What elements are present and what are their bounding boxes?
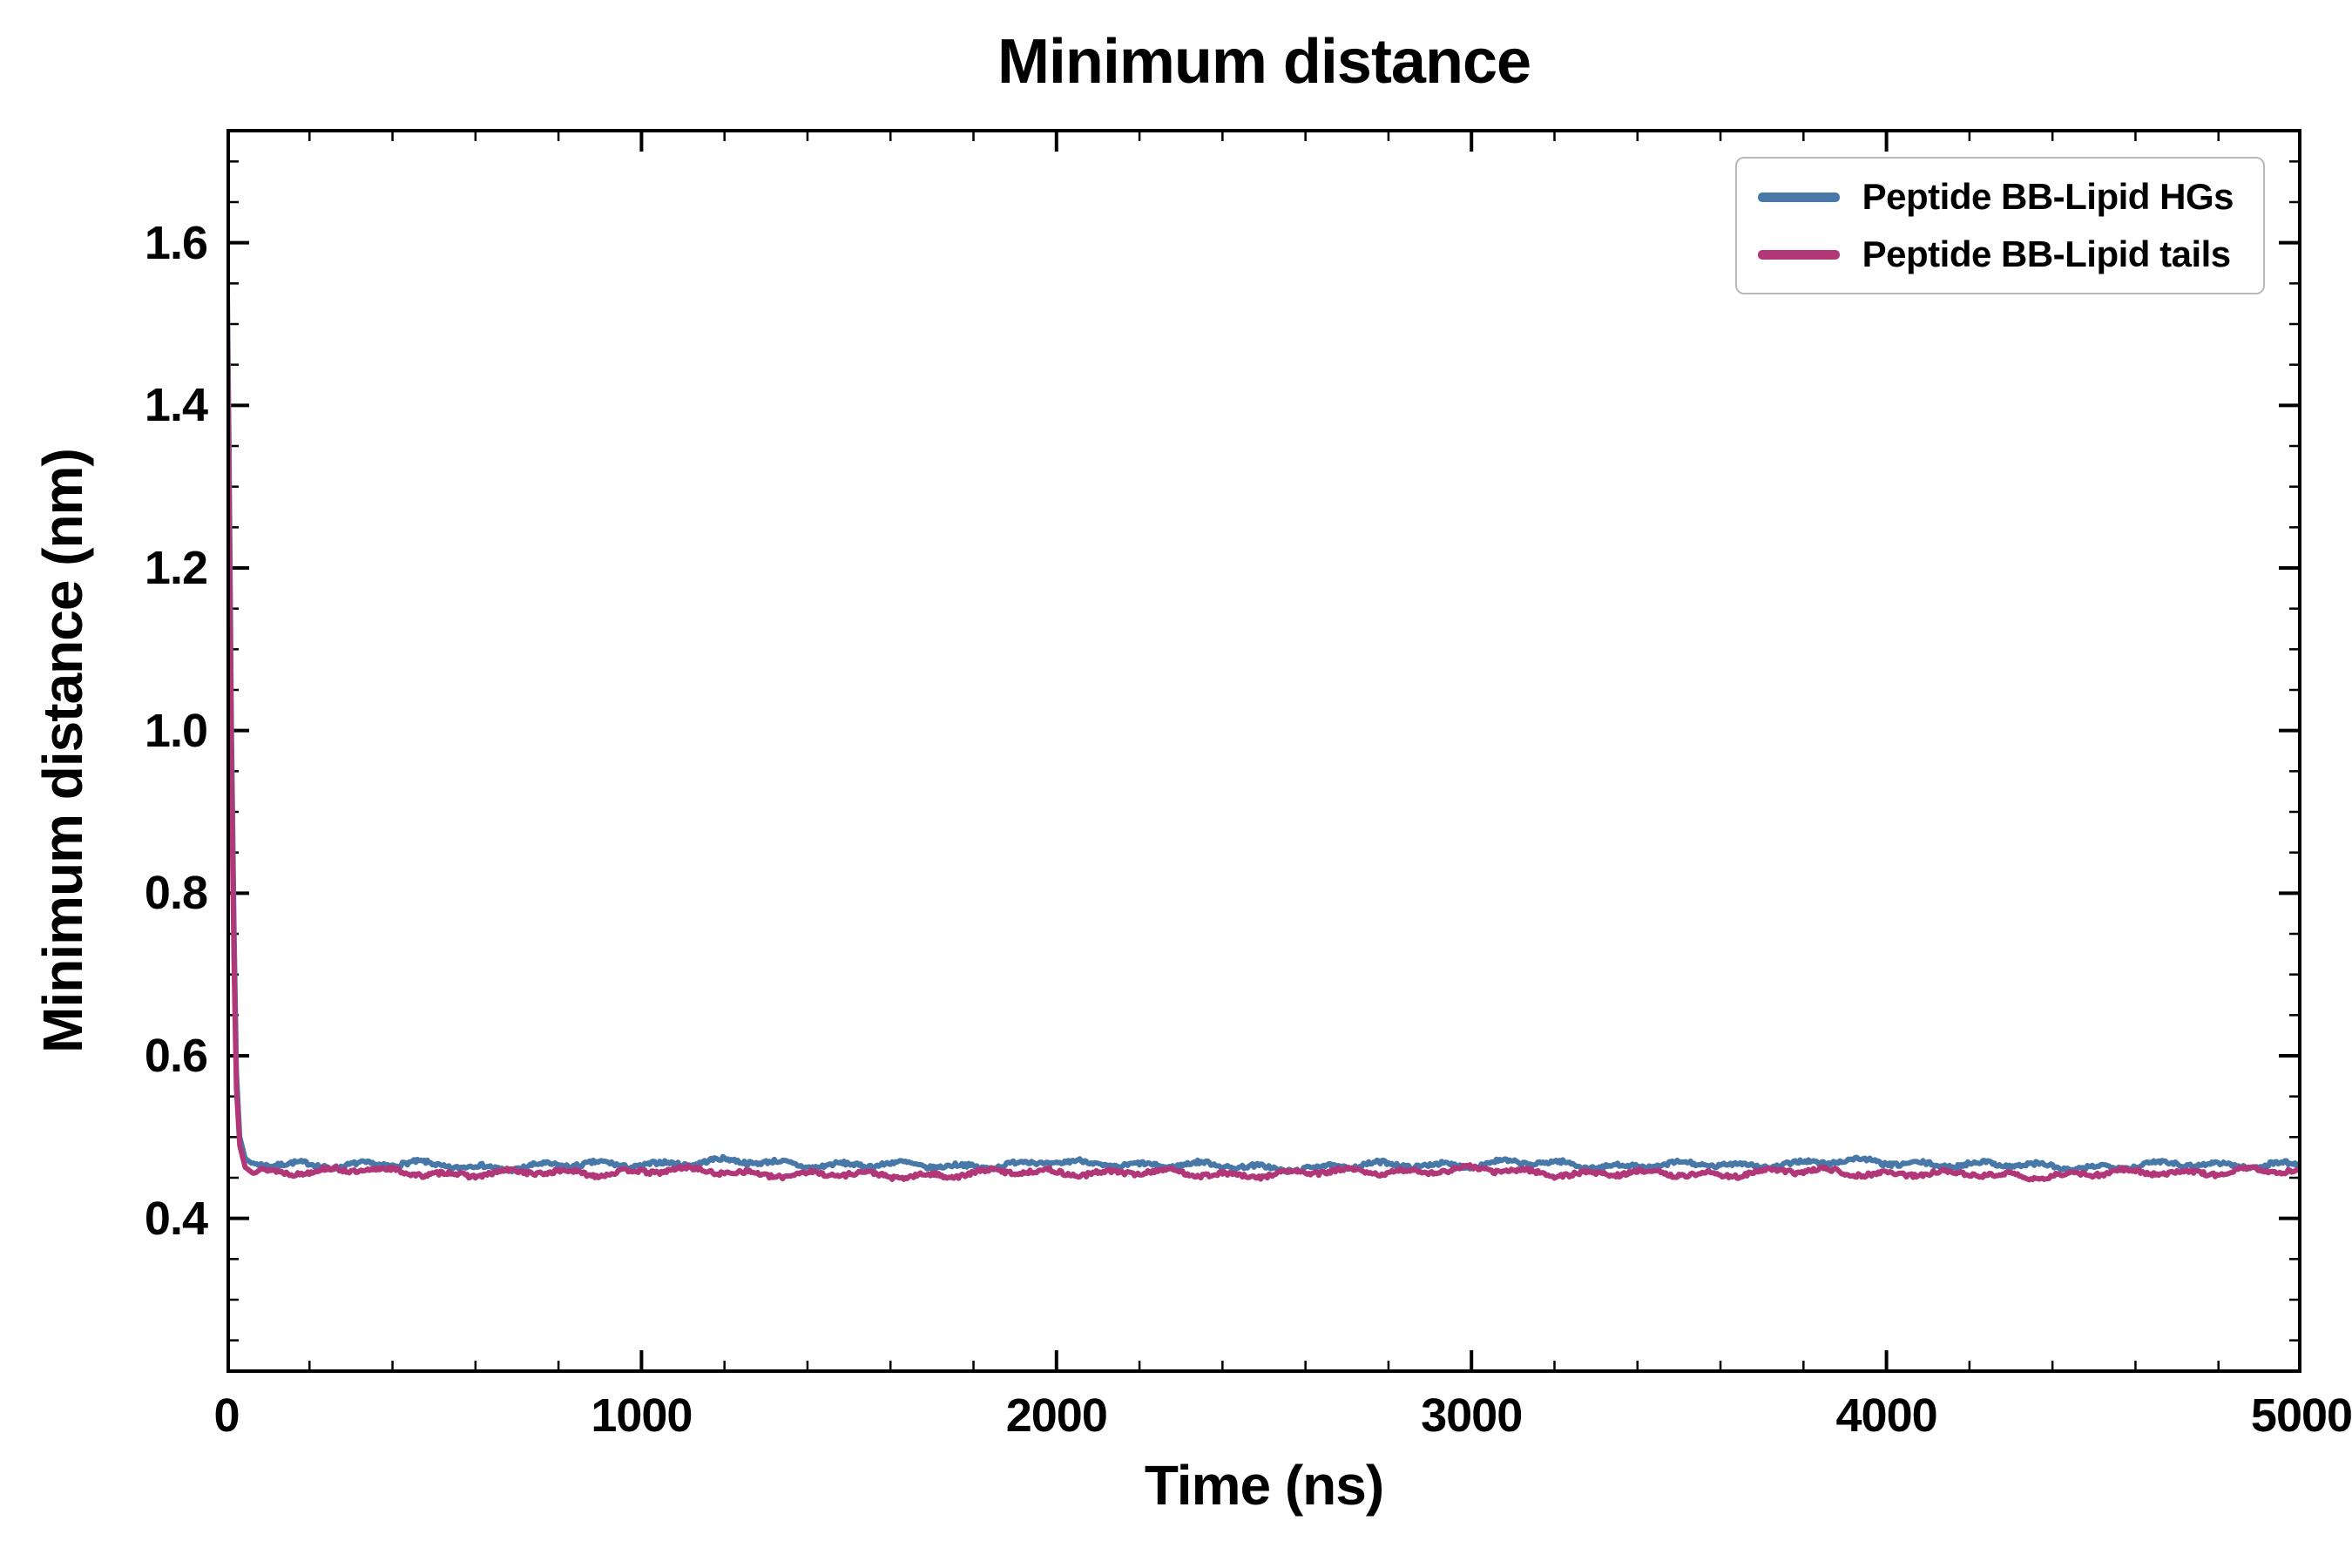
y-tick-label: 0.6 [144,1030,208,1082]
legend-swatch [1757,192,1840,202]
plot-canvas [226,129,2301,1373]
legend-label: Peptide BB-Lipid tails [1862,233,2232,274]
y-tick-label: 0.8 [144,867,208,920]
legend-item: Peptide BB-Lipid tails [1757,233,2234,275]
series-line [226,207,2301,1175]
x-axis-label: Time (ns) [1144,1454,1384,1517]
y-tick-label: 0.4 [144,1192,208,1245]
x-tick-label: 2000 [1005,1389,1108,1442]
y-tick-label: 1.6 [144,216,208,269]
x-tick-label: 0 [213,1389,240,1442]
legend: Peptide BB-Lipid HGs Peptide BB-Lipid tai… [1734,157,2265,294]
legend-label: Peptide BB-Lipid HGs [1862,176,2234,217]
legend-item: Peptide BB-Lipid HGs [1757,176,2234,218]
x-tick-label: 5000 [2250,1389,2352,1442]
x-tick-label: 1000 [591,1389,693,1442]
plot-area [226,129,2301,1373]
x-tick-label: 4000 [1835,1389,1938,1442]
y-tick-label: 1.4 [144,379,208,432]
series-line [226,232,2301,1183]
x-tick-label: 3000 [1421,1389,1523,1442]
legend-swatch [1757,249,1840,260]
y-tick-label: 1.2 [144,542,208,594]
y-tick-label: 1.0 [144,704,208,757]
chart-title: Minimum distance [997,27,1531,97]
